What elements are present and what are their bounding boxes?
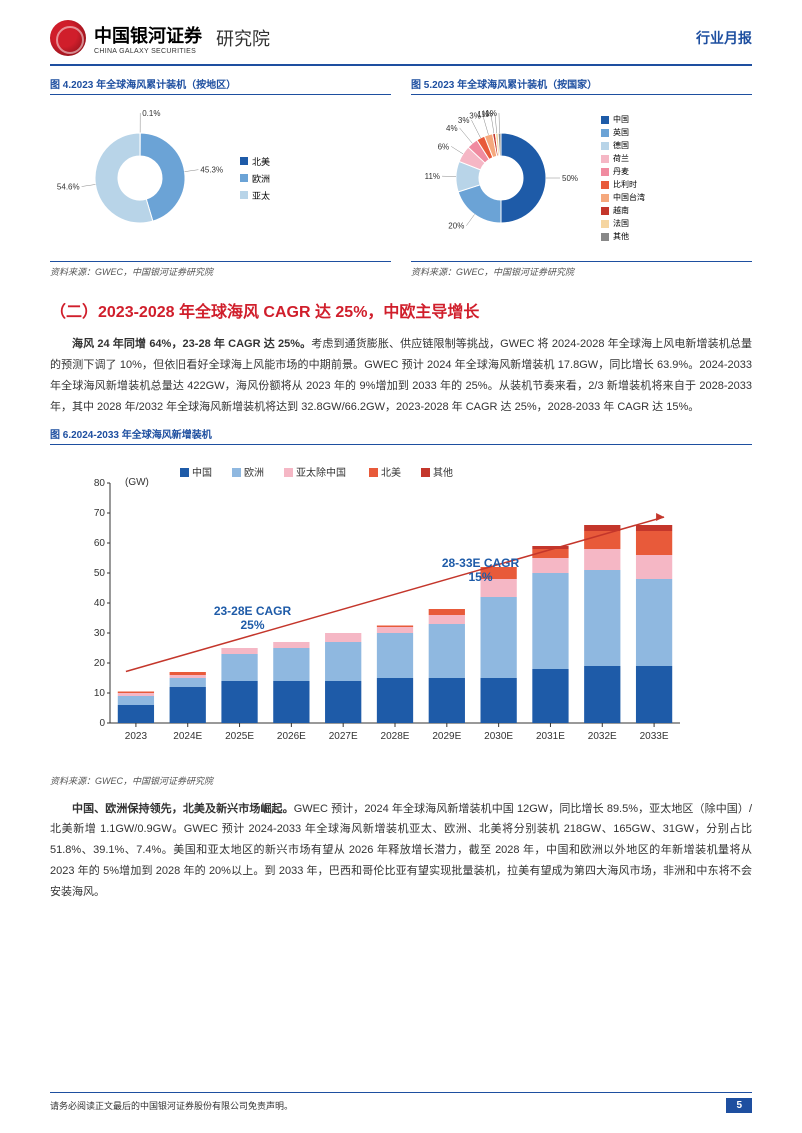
chart4-title: 图 4.2023 年全球海风累计装机（按地区） [50,76,391,95]
svg-text:23-28E CAGR: 23-28E CAGR [214,604,292,618]
svg-text:45.3%: 45.3% [200,166,223,175]
company-logo-icon [50,20,86,56]
svg-text:50%: 50% [562,174,578,183]
para2-text: GWEC 预计，2024 年全球海风新增装机中国 12GW，同比增长 89.5%… [50,803,752,899]
company-name-en: CHINA GALAXY SECURITIES [94,48,202,55]
page-header: 中国银河证券 CHINA GALAXY SECURITIES 研究院 行业月报 [50,20,752,66]
chart4-donut: 0.1% 45.3% 54.6% [50,108,230,248]
svg-text:2033E: 2033E [640,731,669,742]
svg-text:0.1%: 0.1% [142,109,160,118]
svg-text:28-33E CAGR: 28-33E CAGR [442,556,520,570]
chart6-barchart: 0 10 20 30 40 50 60 70 80 (GW) 中国 欧洲 亚太除中国 北美 其他 2023 20… [70,463,690,753]
svg-text:4%: 4% [446,124,458,133]
svg-text:10: 10 [94,688,106,699]
chart5-source: 资料来源：GWEC，中国银河证券研究院 [411,261,752,278]
chart5-donut: 50%20%11%6%4%3%3%1%1%1% [411,108,591,248]
svg-text:北美: 北美 [381,466,401,479]
page-number: 5 [726,1098,752,1113]
section-heading: （二）2023-2028 年全球海风 CAGR 达 25%，中欧主导增长 [50,298,752,322]
svg-text:2027E: 2027E [329,731,358,742]
donut-charts-row: 图 4.2023 年全球海风累计装机（按地区） 0.1% 45.3% 54.6% 北… [50,76,752,278]
svg-text:25%: 25% [240,618,264,632]
paragraph-2: 中国、欧洲保持领先，北美及新兴市场崛起。GWEC 预计，2024 年全球海风新增… [50,799,752,903]
svg-text:2029E: 2029E [432,731,461,742]
para2-bold: 中国、欧洲保持领先，北美及新兴市场崛起。 [72,803,294,815]
svg-text:30: 30 [94,628,106,639]
svg-text:54.6%: 54.6% [57,182,80,191]
svg-text:2025E: 2025E [225,731,254,742]
paragraph-1: 海风 24 年同增 64%，23-28 年 CAGR 达 25%。考虑到通货膨胀… [50,334,752,418]
svg-text:2032E: 2032E [588,731,617,742]
company-name-cn: 中国银河证券 [94,22,202,48]
chart5-box: 图 5.2023 年全球海风累计装机（按国家） 50%20%11%6%4%3%3… [411,76,752,278]
svg-text:2024E: 2024E [173,731,202,742]
svg-text:11%: 11% [425,172,440,181]
svg-text:欧洲: 欧洲 [244,467,264,479]
institute-label: 研究院 [216,25,270,51]
svg-text:中国: 中国 [192,466,212,479]
svg-text:2028E: 2028E [381,731,410,742]
svg-text:20%: 20% [448,222,464,231]
footer-disclaimer: 请务必阅读正文最后的中国银河证券股份有限公司免责声明。 [50,1099,293,1112]
svg-text:6%: 6% [438,142,450,151]
chart4-legend: 北美欧洲亚太 [240,155,270,202]
svg-text:20: 20 [94,658,106,669]
svg-text:2023: 2023 [125,731,148,742]
logo-block: 中国银河证券 CHINA GALAXY SECURITIES 研究院 [50,20,270,56]
svg-text:(GW): (GW) [125,477,149,488]
para1-bold: 海风 24 年同增 64%，23-28 年 CAGR 达 25%。 [72,338,311,350]
svg-text:其他: 其他 [433,466,453,479]
chart6-title: 图 6.2024-2033 年全球海风新增装机 [50,426,752,445]
chart6-source: 资料来源：GWEC，中国银河证券研究院 [50,771,752,787]
svg-text:3%: 3% [458,116,470,125]
chart6-area: 0 10 20 30 40 50 60 70 80 (GW) 中国 欧洲 亚太除中国 北美 其他 2023 20… [50,453,752,763]
svg-text:2026E: 2026E [277,731,306,742]
svg-text:70: 70 [94,508,106,519]
chart5-title: 图 5.2023 年全球海风累计装机（按国家） [411,76,752,95]
svg-text:2031E: 2031E [536,731,565,742]
chart5-legend: 中国英国德国荷兰丹麦比利时中国台湾越南法国其他 [601,114,645,242]
svg-text:60: 60 [94,538,106,549]
svg-text:2030E: 2030E [484,731,513,742]
svg-text:50: 50 [94,568,106,579]
chart4-box: 图 4.2023 年全球海风累计装机（按地区） 0.1% 45.3% 54.6% 北… [50,76,391,278]
svg-text:40: 40 [94,598,106,609]
svg-text:80: 80 [94,478,106,489]
report-type: 行业月报 [696,28,752,48]
svg-text:1%: 1% [485,109,497,118]
svg-text:亚太除中国: 亚太除中国 [296,466,346,479]
page-footer: 请务必阅读正文最后的中国银河证券股份有限公司免责声明。 5 [50,1092,752,1113]
chart4-source: 资料来源：GWEC，中国银河证券研究院 [50,261,391,278]
svg-text:0: 0 [99,718,105,729]
svg-text:15%: 15% [468,570,492,584]
